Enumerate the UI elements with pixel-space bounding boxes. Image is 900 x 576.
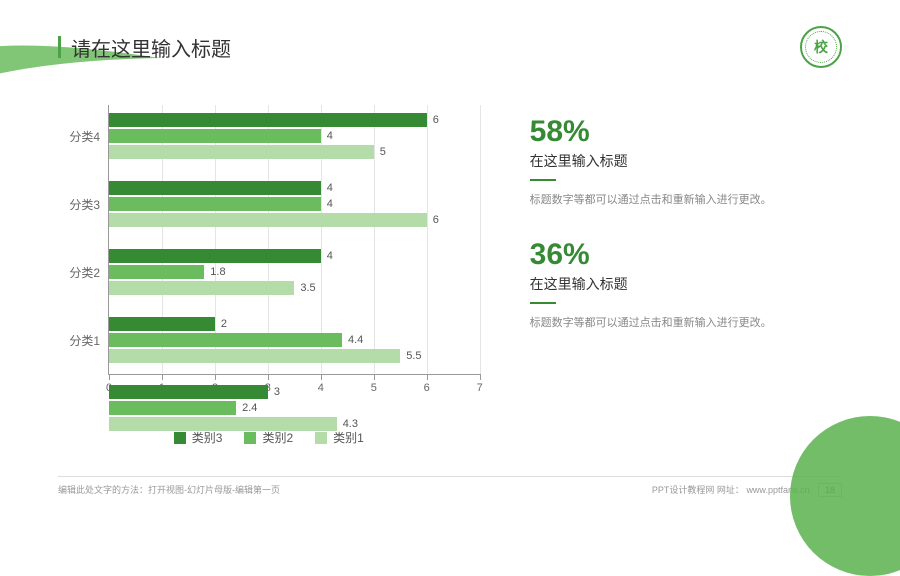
- bar-value-label: 4: [327, 250, 333, 262]
- bar-value-label: 6: [433, 114, 439, 126]
- stat-title: 在这里输入标题: [530, 151, 842, 171]
- bar-value-label: 5.5: [406, 350, 421, 362]
- bar-group: 4 1.8 3.5: [109, 249, 480, 295]
- bar-group: 6 4 5: [109, 113, 480, 159]
- bar-value-label: 4.4: [348, 334, 363, 346]
- stat-value: 58%: [530, 115, 842, 149]
- bar-value-label: 4: [327, 182, 333, 194]
- legend-swatch: [174, 432, 186, 444]
- legend-label: 类别3: [192, 429, 223, 446]
- legend-swatch: [315, 432, 327, 444]
- grid-line: [480, 105, 481, 374]
- bar-row: 5.5: [109, 349, 480, 363]
- content: 分类4分类3分类2分类1 0123456764544641.83.524.45.…: [58, 105, 842, 446]
- footer-left: 编辑此处文字的方法：打开视图-幻灯片母版-编辑第一页: [58, 483, 280, 496]
- bar-value-label: 4: [327, 198, 333, 210]
- bar-row: 3: [109, 385, 480, 399]
- bar: [109, 249, 321, 263]
- legend-item: 类别3: [174, 429, 223, 446]
- bar-row: 6: [109, 213, 480, 227]
- bar: [109, 129, 321, 143]
- bar-group: 3 2.4 4.3: [109, 385, 480, 431]
- bar: [109, 317, 215, 331]
- bar-row: 5: [109, 145, 480, 159]
- stat-block: 58%在这里输入标题标题数字等都可以通过点击和重新输入进行更改。: [530, 115, 842, 210]
- bar: [109, 113, 427, 127]
- bar-value-label: 4.3: [343, 418, 358, 430]
- stats-panel: 58%在这里输入标题标题数字等都可以通过点击和重新输入进行更改。36%在这里输入…: [530, 105, 842, 446]
- page-title: 请在这里输入标题: [71, 33, 231, 62]
- stat-body: 标题数字等都可以通过点击和重新输入进行更改。: [530, 314, 842, 333]
- bar-row: 4: [109, 181, 480, 195]
- bar: [109, 181, 321, 195]
- bar-group: 4 4 6: [109, 181, 480, 227]
- stat-underline: [530, 179, 556, 181]
- legend-label: 类别1: [333, 429, 364, 446]
- stat-body: 标题数字等都可以通过点击和重新输入进行更改。: [530, 191, 842, 210]
- bar-row: 3.5: [109, 281, 480, 295]
- bar-row: 2.4: [109, 401, 480, 415]
- bar: [109, 281, 294, 295]
- legend-item: 类别1: [315, 429, 364, 446]
- bar-row: 4.3: [109, 417, 480, 431]
- bar-value-label: 2: [221, 318, 227, 330]
- chart-body: 分类4分类3分类2分类1 0123456764544641.83.524.45.…: [58, 105, 480, 401]
- y-category-label: 分类3: [69, 196, 100, 213]
- chart-plot: 0123456764544641.83.524.45.532.44.3: [108, 105, 480, 375]
- bar: [109, 213, 427, 227]
- y-category-label: 分类1: [69, 332, 100, 349]
- title-accent-bar: [58, 36, 61, 58]
- logo-badge: 校: [800, 26, 842, 68]
- bar-value-label: 3.5: [300, 282, 315, 294]
- stat-value: 36%: [530, 238, 842, 272]
- bar-value-label: 1.8: [210, 266, 225, 278]
- bar-value-label: 5: [380, 146, 386, 158]
- chart-legend: 类别3 类别2 类别1: [58, 429, 480, 446]
- legend-swatch: [244, 432, 256, 444]
- bar-value-label: 4: [327, 130, 333, 142]
- footer: 编辑此处文字的方法：打开视图-幻灯片母版-编辑第一页 PPT设计教程网 网址： …: [58, 476, 842, 496]
- bar: [109, 333, 342, 347]
- header: 请在这里输入标题 校: [58, 26, 842, 68]
- bar-value-label: 6: [433, 214, 439, 226]
- bar-row: 4.4: [109, 333, 480, 347]
- chart-area: 分类4分类3分类2分类1 0123456764544641.83.524.45.…: [58, 105, 480, 446]
- bar: [109, 197, 321, 211]
- bar: [109, 265, 204, 279]
- bar-row: 6: [109, 113, 480, 127]
- y-category-label: 分类2: [69, 264, 100, 281]
- bar-group: 2 4.4 5.5: [109, 317, 480, 363]
- bar-value-label: 2.4: [242, 402, 257, 414]
- bar: [109, 349, 400, 363]
- legend-item: 类别2: [244, 429, 293, 446]
- bar: [109, 385, 268, 399]
- title-wrap: 请在这里输入标题: [58, 33, 231, 62]
- bar-row: 4: [109, 197, 480, 211]
- legend-label: 类别2: [262, 429, 293, 446]
- y-axis-labels: 分类4 分类3 分类2 分类1: [58, 105, 108, 401]
- bar-row: 2: [109, 317, 480, 331]
- stat-block: 36%在这里输入标题标题数字等都可以通过点击和重新输入进行更改。: [530, 238, 842, 333]
- bar: [109, 401, 236, 415]
- bar: [109, 417, 337, 431]
- bar-row: 1.8: [109, 265, 480, 279]
- bar-row: 4: [109, 129, 480, 143]
- logo-text: 校: [814, 37, 828, 57]
- y-category-label: 分类4: [69, 128, 100, 145]
- bar: [109, 145, 374, 159]
- bar-value-label: 3: [274, 386, 280, 398]
- stat-title: 在这里输入标题: [530, 274, 842, 294]
- bar-row: 4: [109, 249, 480, 263]
- stat-underline: [530, 302, 556, 304]
